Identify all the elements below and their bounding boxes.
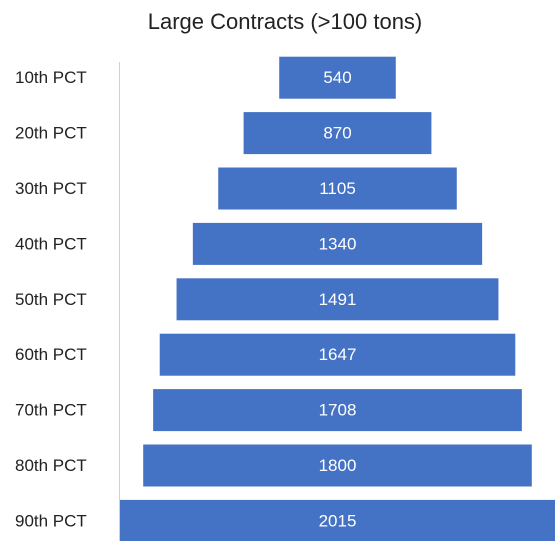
- bar: [176, 278, 499, 321]
- bar: [243, 112, 432, 155]
- bar: [120, 499, 555, 541]
- bar: [143, 444, 532, 487]
- category-label: 50th PCT: [15, 290, 87, 309]
- data-label: 870: [323, 124, 351, 143]
- category-label: 20th PCT: [15, 124, 87, 143]
- data-label: 1340: [319, 234, 357, 253]
- category-label: 30th PCT: [15, 179, 87, 198]
- category-label: 90th PCT: [15, 511, 87, 530]
- category-label: 80th PCT: [15, 456, 87, 475]
- data-label: 1105: [319, 179, 356, 198]
- bar: [218, 167, 457, 210]
- data-label: 1708: [319, 401, 357, 420]
- category-label: 60th PCT: [15, 345, 87, 364]
- data-label: 1647: [319, 345, 357, 364]
- category-label: 10th PCT: [15, 68, 87, 87]
- bar: [153, 389, 522, 432]
- data-label: 1491: [319, 290, 357, 309]
- category-label: 70th PCT: [15, 401, 87, 420]
- category-label: 40th PCT: [15, 234, 87, 253]
- bar: [279, 56, 396, 99]
- bar: [159, 333, 516, 376]
- data-label: 1800: [319, 456, 357, 475]
- chart-title: Large Contracts (>100 tons): [148, 9, 423, 34]
- data-label: 540: [323, 68, 351, 87]
- bar: [192, 222, 483, 265]
- data-label: 2015: [319, 511, 357, 530]
